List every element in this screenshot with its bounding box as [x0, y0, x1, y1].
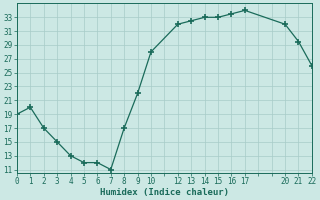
X-axis label: Humidex (Indice chaleur): Humidex (Indice chaleur) — [100, 188, 229, 197]
